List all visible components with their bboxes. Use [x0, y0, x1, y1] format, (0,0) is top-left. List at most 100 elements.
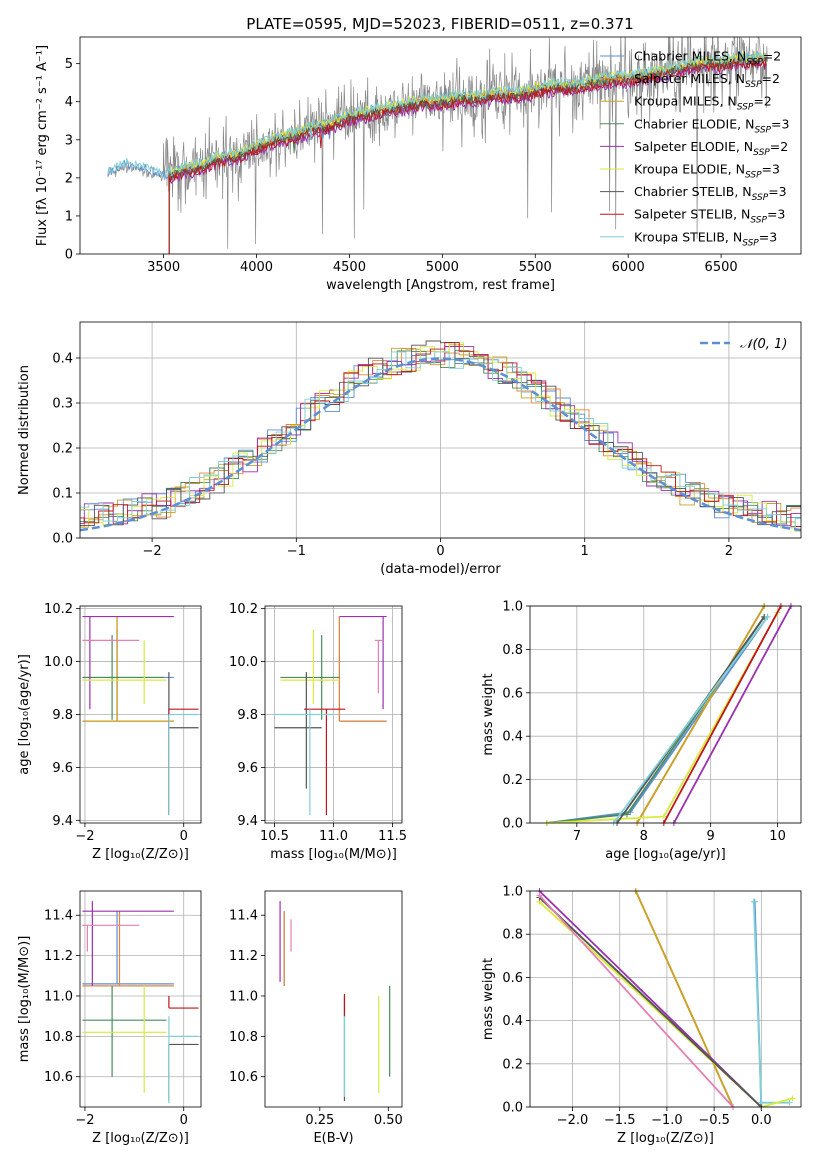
- y-tick-label: 11.4: [44, 909, 73, 924]
- legend-subscript: SSP: [742, 238, 759, 248]
- axes-frame: [79, 605, 202, 824]
- mass-weight-line: [546, 612, 779, 823]
- x-tick-label: 7: [573, 829, 581, 844]
- y-tick-label: 1.0: [502, 885, 523, 900]
- y-tick-label: 0.3: [52, 397, 73, 412]
- y-tick-label: 9.6: [237, 761, 258, 776]
- y-tick-label: 1: [65, 209, 73, 224]
- mass-weight-marker: [536, 892, 543, 899]
- panel-spectrum: 3500 4000 4500 5000 5500 6000 6500 0 1 2 3 4 5 wavele…: [35, 36, 802, 293]
- axes-frame: [529, 605, 802, 824]
- y-tick-label: 1.0: [502, 600, 523, 615]
- y-axis-label: mass weight: [481, 958, 496, 1040]
- x-axis-label: age [log₁₀(age/yr)]: [605, 847, 726, 862]
- x-tick-label: 0: [436, 544, 444, 559]
- y-tick-label: 9.6: [52, 761, 73, 776]
- panel-massweight-vs-age: 7 8 9 10 0.0 0.2 0.4 0.6 0.8 1.0 age [log₁₀(age/yr…: [481, 600, 802, 862]
- x-tick-label: 4000: [240, 260, 273, 275]
- y-tick-label: 0.2: [502, 773, 523, 788]
- panel-mass-vs-EBV: 0.25 0.50 10.6 10.8 11.0 11.2 11.4 E(B-V): [229, 890, 403, 1146]
- y-tick-label: 10.0: [44, 655, 73, 670]
- y-tick-label: 0: [65, 248, 73, 263]
- y-tick-label: 10.6: [229, 1070, 258, 1085]
- mass-weight-line: [538, 896, 762, 1107]
- x-tick-label: 0.0: [751, 1113, 772, 1128]
- legend-label: Chabrier ELODIE, NSSP=3: [634, 116, 789, 135]
- mass-weight-line: [634, 891, 734, 1107]
- y-tick-label: 10.8: [44, 1030, 73, 1045]
- mass-weight-marker: [624, 811, 631, 818]
- legend-label: Kroupa STELIB, NSSP=3: [634, 229, 777, 248]
- y-tick-label: 0.4: [502, 1014, 523, 1029]
- x-tick-label: 4500: [333, 260, 366, 275]
- y-tick-label: 0.8: [502, 928, 523, 943]
- legend-label: Kroupa ELODIE, NSSP=3: [634, 162, 780, 181]
- x-tick-label: −2: [143, 544, 162, 559]
- axes-frame: [79, 36, 802, 255]
- x-tick-label: 11.5: [378, 829, 407, 844]
- x-tick-label: 6000: [612, 260, 645, 275]
- y-tick-label: 9.8: [52, 708, 73, 723]
- panel-mass-vs-Z: −2 0 10.6 10.8 11.0 11.2 11.4 Z [log₁₀(Z/Z⊙)] ma…: [17, 890, 202, 1146]
- legend-count: =3: [771, 116, 789, 131]
- histogram-line: [80, 341, 801, 527]
- x-axis-label: wavelength [Angstrom, rest frame]: [326, 278, 555, 293]
- y-tick-label: 0.8: [502, 643, 523, 658]
- x-axis-label: Z [log₁₀(Z/Z⊙)]: [617, 1131, 714, 1146]
- legend-count: =2: [762, 71, 780, 86]
- mass-weight-line: [612, 616, 769, 823]
- mass-weight-line: [673, 606, 792, 823]
- x-tick-label: 5000: [426, 260, 459, 275]
- legend-count: =3: [767, 207, 785, 222]
- x-axis-label: Z [log₁₀(Z/Z⊙)]: [92, 847, 189, 862]
- y-tick-label: 10.2: [229, 602, 258, 617]
- legend-subscript: SSP: [737, 103, 754, 113]
- y-axis-label: mass weight: [481, 673, 496, 755]
- x-tick-label: −2: [75, 1113, 94, 1128]
- y-tick-label: 10.8: [229, 1030, 258, 1045]
- legend-subscript: SSP: [745, 171, 762, 181]
- y-tick-label: 10.6: [44, 1070, 73, 1085]
- x-tick-label: 9: [707, 829, 715, 844]
- y-tick-label: 9.8: [237, 708, 258, 723]
- y-tick-label: 0.0: [502, 817, 523, 832]
- legend-count: =2: [763, 49, 781, 64]
- spectrum-model-line: [168, 58, 767, 254]
- y-tick-label: 11.4: [229, 909, 258, 924]
- x-tick-label: 0.25: [305, 1113, 334, 1128]
- legend-count: =3: [768, 184, 786, 199]
- histogram-line: [80, 346, 801, 526]
- x-tick-label: −1.5: [604, 1113, 636, 1128]
- legend-label: Salpeter ELODIE, NSSP=2: [634, 139, 788, 158]
- y-tick-label: 9.4: [237, 814, 258, 829]
- x-axis-label: (data-model)/error: [380, 562, 501, 577]
- spectrum-model-line: [168, 59, 768, 254]
- spectrum-legend: Chabrier MILES, NSSP=2 Salpeter MILES, NS…: [600, 49, 789, 248]
- legend-count: =2: [770, 139, 788, 154]
- y-axis-label: age [log₁₀(age/yr)]: [17, 654, 32, 775]
- y-tick-label: 10.2: [44, 602, 73, 617]
- x-tick-label: 11.0: [319, 829, 348, 844]
- x-tick-label: 6500: [705, 260, 738, 275]
- legend-count: =3: [759, 229, 777, 244]
- legend-subscript: SSP: [746, 58, 763, 68]
- mass-weight-marker: [786, 1099, 793, 1106]
- y-tick-label: 11.2: [44, 949, 73, 964]
- normal-reference-line: [80, 357, 801, 532]
- x-tick-label: −1.0: [651, 1113, 683, 1128]
- y-tick-label: 11.0: [229, 989, 258, 1004]
- x-tick-label: −2: [75, 829, 94, 844]
- legend-label: 𝒩(0, 1): [740, 337, 787, 352]
- mass-weight-marker: [789, 1095, 796, 1102]
- x-axis-label: mass [log₁₀(M/M⊙)]: [270, 847, 397, 862]
- mass-weight-line: [636, 606, 765, 823]
- y-tick-label: 0.4: [52, 352, 73, 367]
- x-tick-label: 3500: [147, 260, 180, 275]
- x-tick-label: −2.0: [557, 1113, 589, 1128]
- y-tick-label: 0.2: [52, 442, 73, 457]
- y-tick-label: 2: [65, 171, 73, 186]
- y-tick-label: 0.4: [502, 730, 523, 745]
- legend-subscript: SSP: [754, 125, 771, 135]
- spectrum-model-line: [168, 56, 768, 254]
